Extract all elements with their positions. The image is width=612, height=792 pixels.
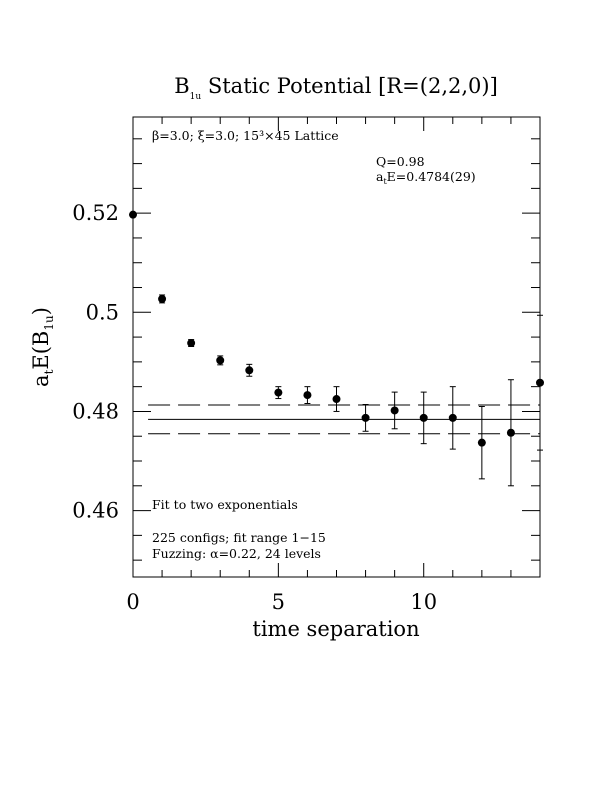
- data-point: [332, 395, 341, 404]
- data-point: [536, 378, 544, 387]
- data-point: [216, 356, 225, 365]
- q-value-annotation: Q=0.98: [376, 154, 425, 169]
- fit-band: [148, 404, 540, 435]
- y-tick-label: 0.48: [72, 399, 119, 423]
- x-tick-label: 5: [272, 590, 285, 614]
- data-point: [303, 391, 312, 400]
- data-point: [506, 428, 515, 437]
- data-point: [129, 210, 137, 219]
- data-point: [245, 366, 254, 375]
- y-tick-label: 0.52: [72, 201, 119, 225]
- y-tick-label: 0.5: [86, 300, 119, 324]
- x-tick-label: 0: [126, 590, 139, 614]
- y-tick-label: 0.46: [72, 499, 119, 523]
- x-axis-label: time separation: [252, 617, 419, 641]
- data-point: [158, 294, 167, 303]
- x-tick-labels: 0 5 10: [126, 590, 437, 614]
- axis-ticks: [132, 117, 541, 577]
- x-tick-label: 10: [410, 590, 437, 614]
- data-point: [390, 406, 399, 415]
- fit-type-annotation: Fit to two exponentials: [152, 497, 298, 512]
- configs-annotation: 225 configs; fit range 1−15: [152, 530, 326, 545]
- fuzzing-annotation: Fuzzing: α=0.22, 24 levels: [152, 546, 321, 561]
- data-point: [361, 413, 370, 422]
- data-point: [419, 413, 428, 422]
- y-tick-labels: 0.46 0.48 0.5 0.52: [72, 201, 119, 522]
- data-point: [448, 413, 457, 422]
- data-point: [187, 339, 196, 348]
- lattice-annotation: β=3.0; ξ=3.0; 15³×45 Lattice: [152, 128, 339, 143]
- chart-title: B1u Static Potential [R=(2,2,0)]: [174, 74, 498, 102]
- y-axis-label: atE(B1u): [29, 307, 56, 387]
- title-rest: Static Potential [R=(2,2,0)]: [201, 74, 498, 98]
- title-main: B: [174, 74, 189, 98]
- data-point: [477, 438, 486, 447]
- title-sub: 1u: [190, 92, 202, 102]
- data-point: [274, 388, 283, 397]
- energy-annotation: atE=0.4784(29): [376, 169, 476, 186]
- data-points: [129, 210, 544, 487]
